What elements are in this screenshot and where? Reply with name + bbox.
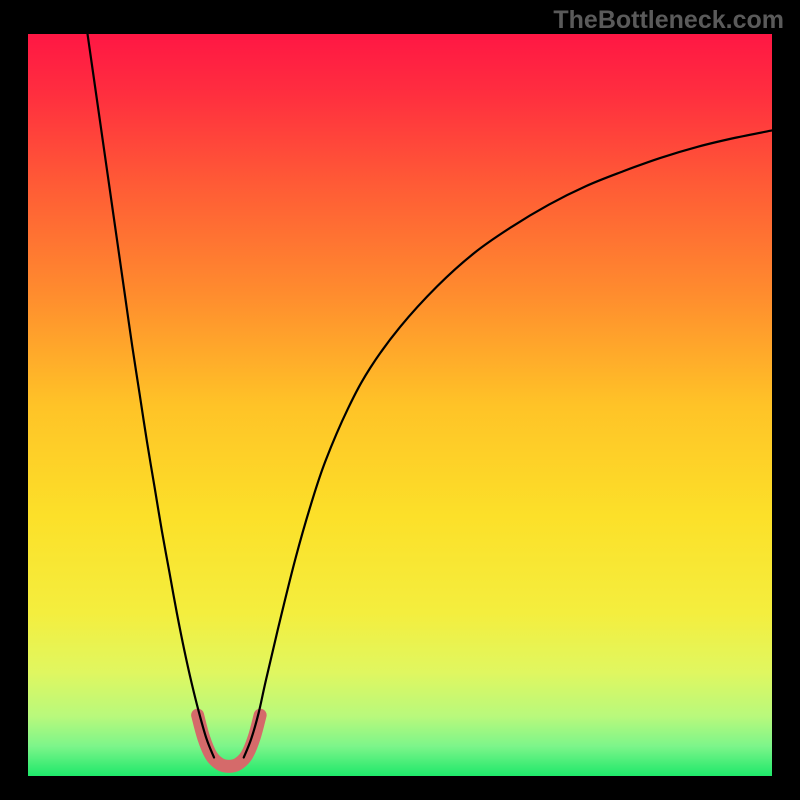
watermark-text: TheBottleneck.com xyxy=(553,6,784,35)
bottleneck-chart xyxy=(0,0,800,800)
gradient-plot-area xyxy=(28,34,772,776)
